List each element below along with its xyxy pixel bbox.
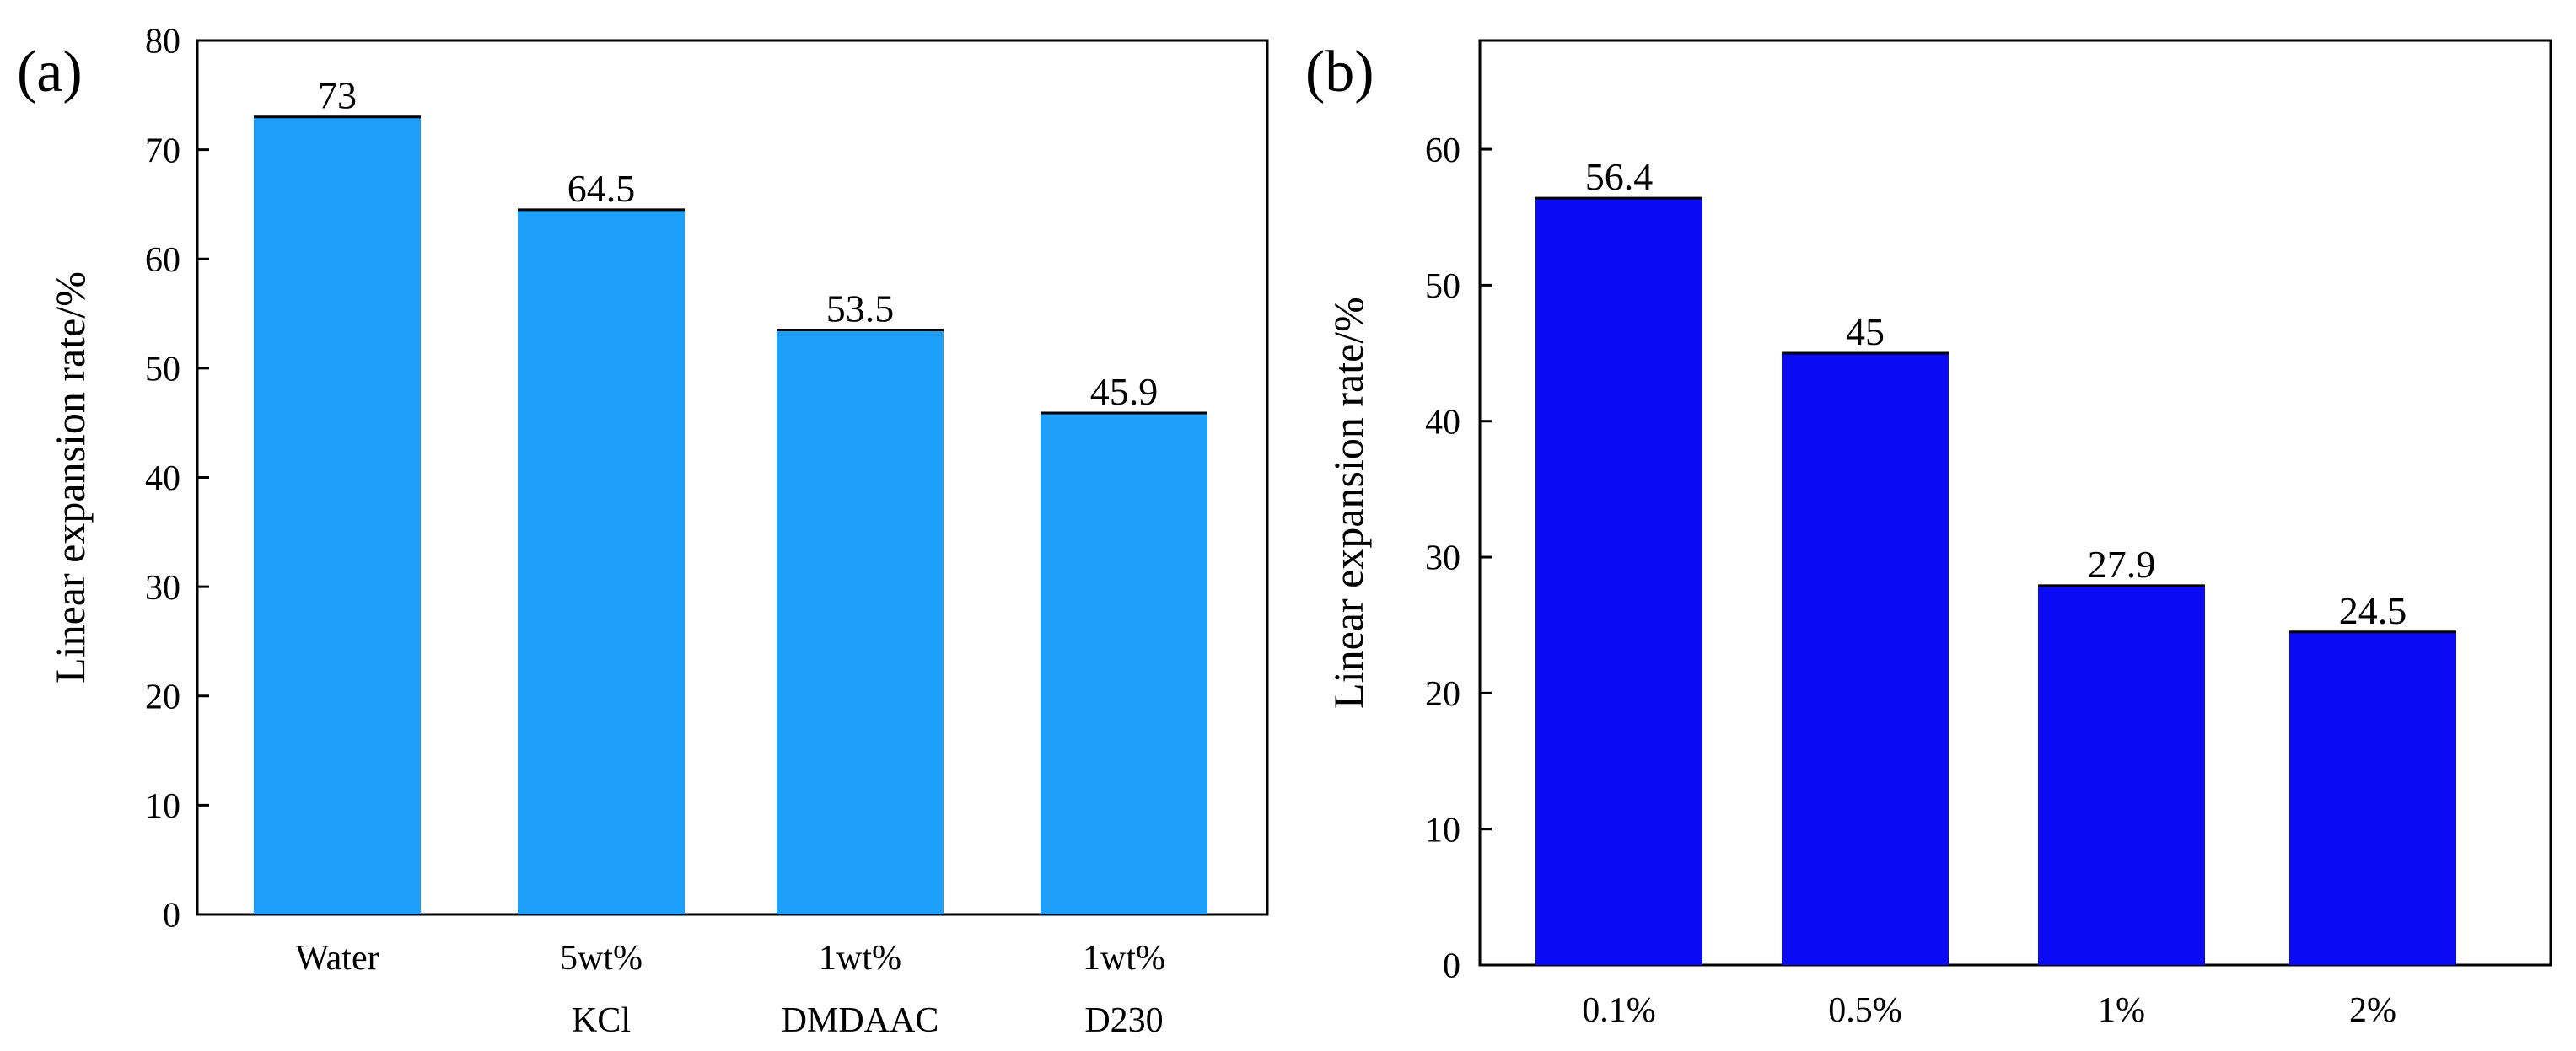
panel-a-category-label-3-1: D230 xyxy=(1084,1001,1163,1040)
panel-b-y-tick-label-4: 40 xyxy=(1425,403,1460,442)
panel-b-plot-frame xyxy=(1478,39,2552,967)
panel-a-y-tick-label-2: 20 xyxy=(145,678,180,716)
panel-a-y-tick-label-1: 10 xyxy=(145,787,180,826)
panel-a-y-tick-label-5: 50 xyxy=(145,351,180,389)
panel-b-value-label-2: 27.9 xyxy=(2088,543,2156,586)
panel-b-y-tick-label-3: 30 xyxy=(1425,539,1460,578)
panel-a-y-tick-label-7: 70 xyxy=(145,131,180,170)
panel-b-value-label-1: 45 xyxy=(1846,310,1885,353)
panel-b-y-tick-label-5: 50 xyxy=(1425,267,1460,306)
panel-a-y-tick-label-0: 0 xyxy=(163,897,180,936)
panel-b-y-tick-label-0: 0 xyxy=(1443,947,1460,986)
panel-a-category-label-2-1: DMDAAC xyxy=(782,1001,939,1040)
panel-b-category-label-3-0: 2% xyxy=(2349,991,2396,1030)
panel-b-category-label-2-0: 1% xyxy=(2098,991,2145,1030)
panel-b-category-label-1-0: 0.5% xyxy=(1828,991,1902,1030)
panel-a-category-label-1-1: KCl xyxy=(572,1001,631,1040)
panel-a-y-tick-label-3: 30 xyxy=(145,569,180,608)
panel-b-y-axis-title: Linear expansion rate/% xyxy=(1325,297,1372,709)
panel-b-category-label-0-0: 0.1% xyxy=(1582,991,1656,1030)
panel-b-bar-0 xyxy=(1535,198,1702,965)
panel-b-value-label-0: 56.4 xyxy=(1585,155,1654,198)
panel-a-y-tick-label-4: 40 xyxy=(145,459,180,498)
panel-a-y-tick-label-8: 80 xyxy=(145,23,180,62)
panel-a-category-label-1-0: 5wt% xyxy=(560,939,643,978)
panel-b-y-tick-label-2: 20 xyxy=(1425,675,1460,714)
panel-b-value-label-3: 24.5 xyxy=(2339,589,2407,632)
panel-a-y-axis-title: Linear expansion rate/% xyxy=(46,271,94,684)
panel-a-category-label-3-0: 1wt% xyxy=(1083,939,1165,978)
panel-a-value-label-3: 45.9 xyxy=(1090,370,1159,413)
panel-b-label: (b) xyxy=(1305,40,1374,105)
panel-b-bar-2 xyxy=(2038,585,2205,965)
panel-a-value-label-1: 64.5 xyxy=(567,167,636,210)
panel-a-bar-1 xyxy=(518,209,685,914)
panel-a-category-label-0-0: Water xyxy=(295,939,379,978)
panel-a-bar-0 xyxy=(254,116,421,915)
panel-a-label: (a) xyxy=(17,40,83,105)
panel-a-y-tick-label-6: 60 xyxy=(145,241,180,280)
panel-b-bar-3 xyxy=(2289,631,2456,965)
panel-b-y-tick-label-1: 10 xyxy=(1425,811,1460,850)
panel-a-category-label-2-0: 1wt% xyxy=(819,939,901,978)
panel-b-bar-1 xyxy=(1782,353,1949,965)
panel-a-bar-3 xyxy=(1041,413,1207,914)
panel-a-value-label-2: 53.5 xyxy=(826,287,895,330)
panel-a-value-label-0: 73 xyxy=(318,74,357,117)
panel-b-y-tick-label-6: 60 xyxy=(1425,131,1460,170)
panel-a-bar-2 xyxy=(777,330,944,915)
